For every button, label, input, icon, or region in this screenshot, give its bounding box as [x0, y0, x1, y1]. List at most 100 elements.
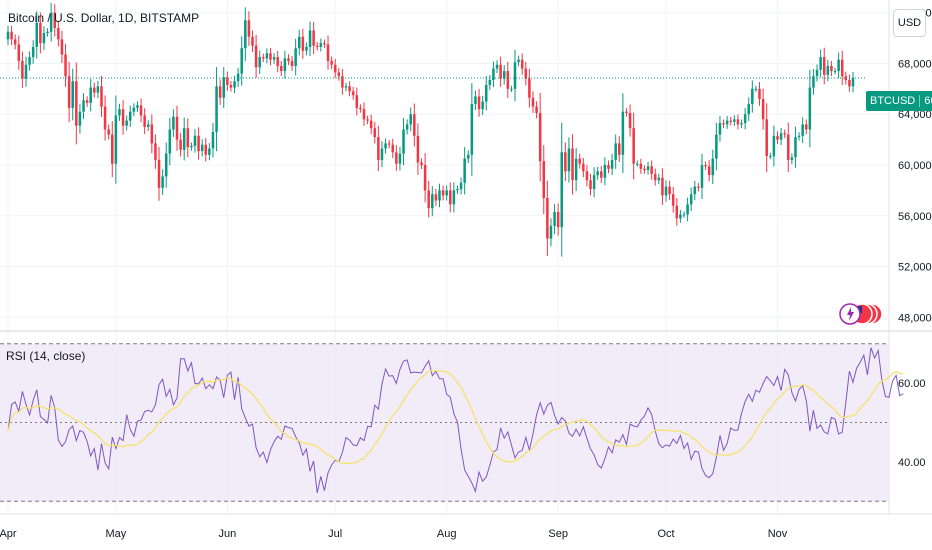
- candle-body: [657, 177, 661, 181]
- candle-body: [848, 79, 851, 87]
- candle-body: [553, 211, 556, 226]
- candle-body: [686, 204, 689, 215]
- candle-body: [139, 105, 143, 116]
- price-tick-label: 48,000: [898, 312, 932, 324]
- candle-body: [513, 62, 517, 89]
- candle-body: [733, 119, 736, 122]
- candle-body: [287, 58, 290, 61]
- candle-body: [614, 143, 617, 160]
- candle-body: [833, 71, 837, 73]
- candle-body: [323, 43, 326, 45]
- candle-body: [423, 165, 427, 191]
- candle-body: [431, 194, 434, 209]
- candle-body: [136, 105, 139, 108]
- candle-body: [639, 163, 643, 169]
- candle-body: [769, 156, 772, 158]
- lightning-bolt-icon: [847, 307, 854, 321]
- candle-body: [535, 106, 538, 113]
- candle-body: [574, 158, 578, 181]
- candle-body: [779, 133, 783, 140]
- rsi-title[interactable]: RSI (14, close): [6, 349, 86, 363]
- candle-body: [722, 123, 725, 125]
- candle-body: [456, 189, 459, 191]
- chart-title[interactable]: Bitcoin / U.S. Dollar, 1D, BITSTAMP: [8, 11, 200, 25]
- candle-body: [484, 85, 488, 102]
- candle-body: [172, 116, 175, 130]
- candle-body: [111, 134, 114, 164]
- candle-body: [621, 111, 625, 155]
- candle-body: [812, 76, 815, 88]
- rsi-ma-line: [7, 369, 904, 465]
- candle-body: [301, 36, 305, 51]
- candle-body: [445, 190, 448, 196]
- candle-body: [715, 134, 718, 159]
- candle-body: [121, 109, 125, 126]
- candle-body: [154, 143, 157, 160]
- candle-body: [452, 190, 456, 205]
- candle-body: [625, 111, 628, 113]
- candle-body: [517, 59, 520, 63]
- candle-body: [244, 20, 247, 49]
- candle-body: [707, 166, 711, 176]
- candle-body: [420, 162, 423, 165]
- candle-body: [531, 97, 535, 107]
- candle-body: [251, 36, 254, 46]
- candle-body: [822, 57, 826, 75]
- price-tick-label: 56,000: [898, 211, 932, 223]
- candle-body: [218, 86, 222, 98]
- candle-body: [46, 31, 49, 33]
- candle-body: [10, 31, 13, 40]
- candle-body: [53, 12, 57, 28]
- candle-body: [704, 165, 707, 167]
- candle-body: [233, 81, 236, 88]
- rsi-tick-label: 40.00: [898, 457, 926, 469]
- candle-body: [466, 154, 470, 159]
- candle-body: [578, 158, 581, 164]
- candle-body: [416, 135, 420, 163]
- candle-body: [520, 59, 524, 69]
- candle-body: [477, 96, 481, 110]
- candle-body: [542, 161, 546, 198]
- candle-body: [146, 124, 150, 127]
- candle-body: [204, 144, 208, 155]
- currency-button[interactable]: USD: [893, 9, 926, 37]
- candle-body: [398, 153, 402, 164]
- candle-body: [729, 120, 733, 122]
- candle-body: [693, 186, 697, 195]
- price-tag-symbol: BTCUSD: [866, 95, 921, 107]
- candle-body: [60, 39, 64, 55]
- candle-body: [197, 135, 200, 152]
- candle-body: [492, 68, 495, 80]
- candle-body: [804, 124, 808, 130]
- logo-badges[interactable]: [839, 303, 883, 325]
- candle-body: [413, 114, 416, 136]
- candle-body: [459, 182, 463, 190]
- candle-body: [319, 43, 323, 47]
- candle-body: [39, 22, 42, 44]
- candle-body: [276, 57, 279, 66]
- candle-body: [337, 72, 341, 77]
- candle-body: [840, 59, 844, 77]
- candle-body: [740, 123, 743, 125]
- candle-body: [650, 166, 653, 174]
- candle-body: [118, 109, 121, 116]
- time-tick-label: Aug: [437, 528, 457, 540]
- candle-body: [143, 115, 146, 127]
- candle-body: [6, 31, 10, 40]
- candle-body: [82, 100, 85, 112]
- candle-body: [377, 137, 380, 160]
- candle-body: [373, 128, 377, 138]
- candle-body: [369, 120, 373, 129]
- candle-body: [643, 168, 646, 171]
- candle-body: [85, 100, 89, 103]
- candle-body: [13, 39, 17, 45]
- candle-body: [348, 86, 351, 92]
- candle-body: [488, 79, 492, 86]
- candle-body: [819, 57, 822, 70]
- rsi-pane: [0, 343, 904, 502]
- candle-body: [280, 66, 283, 72]
- candle-body: [653, 173, 657, 181]
- time-tick-label: Sep: [548, 528, 568, 540]
- candle-body: [441, 190, 445, 196]
